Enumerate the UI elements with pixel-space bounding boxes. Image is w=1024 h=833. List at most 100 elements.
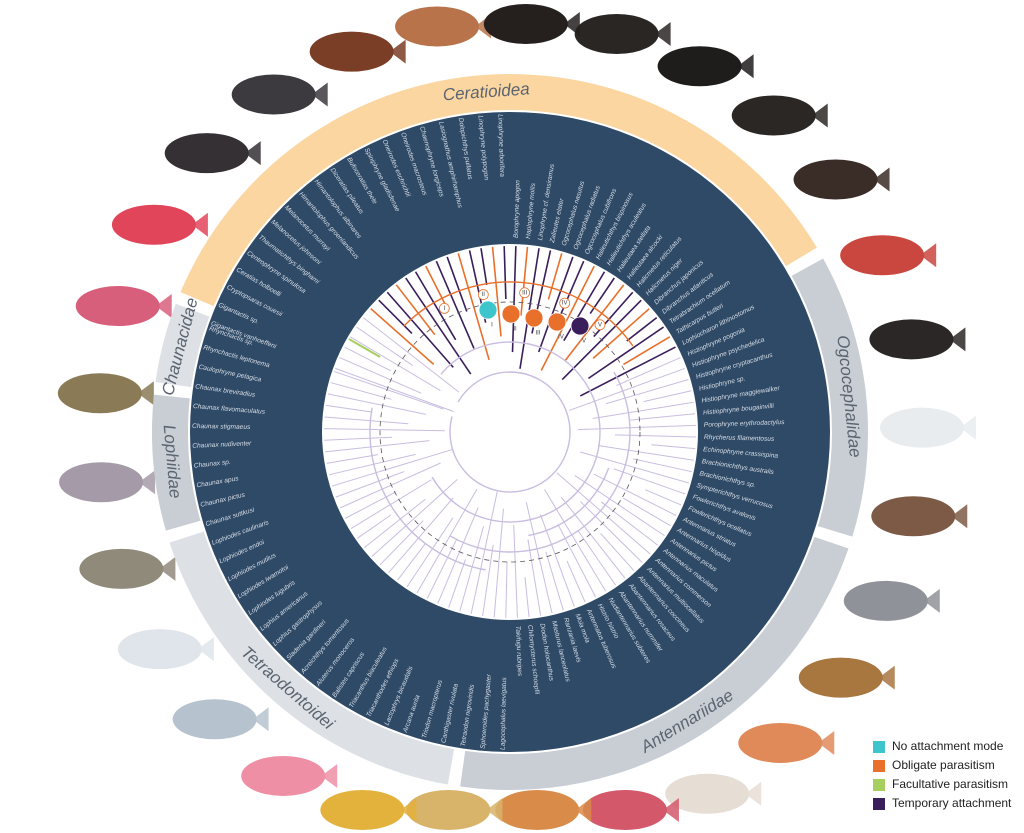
fish	[657, 46, 742, 87]
branch	[356, 326, 413, 366]
fish-tail	[244, 141, 261, 166]
branch	[324, 436, 393, 441]
fish-tail	[563, 12, 580, 36]
fish-tail	[159, 556, 176, 581]
legend: No attachment mode Obligate parasitism Fac…	[873, 739, 1012, 810]
species-label: Takifugu rubripes	[514, 626, 523, 677]
branch	[569, 367, 685, 411]
branch	[325, 440, 430, 453]
clade-band	[791, 258, 868, 537]
branch	[446, 256, 468, 312]
branch	[328, 453, 416, 476]
branch	[645, 489, 682, 506]
branch	[547, 253, 563, 300]
fish-tail	[311, 82, 328, 107]
pie-label: V	[582, 339, 586, 345]
branch	[339, 462, 441, 509]
branch	[560, 496, 626, 579]
clade-band	[155, 303, 210, 388]
pie	[478, 300, 498, 320]
fish	[731, 95, 816, 136]
branch	[331, 448, 453, 487]
node	[477, 289, 489, 300]
branch	[564, 284, 625, 362]
branch	[563, 271, 606, 342]
branch	[544, 489, 607, 592]
legend-swatch	[873, 798, 885, 810]
fish-tail	[400, 798, 417, 822]
branch	[605, 379, 689, 405]
branch	[632, 458, 692, 473]
fish	[798, 657, 883, 698]
fish-tail	[486, 798, 503, 822]
clade-band	[460, 536, 849, 790]
node-label: IV	[562, 301, 568, 307]
fish	[793, 159, 878, 200]
branch	[505, 561, 508, 618]
fish	[75, 286, 160, 327]
fish	[57, 373, 142, 414]
branch	[557, 524, 597, 598]
branch	[335, 367, 454, 412]
pie	[501, 304, 521, 324]
fish-tail	[811, 103, 828, 128]
branch	[519, 248, 540, 369]
legend-swatch	[873, 779, 885, 791]
branch	[597, 445, 694, 461]
branch	[379, 520, 424, 566]
branch-arc	[528, 467, 610, 537]
species-label: Chaunax sp.	[193, 459, 231, 470]
node	[559, 297, 571, 309]
fish	[111, 204, 196, 245]
fish-illustrations	[57, 4, 976, 830]
fish-tail	[575, 798, 592, 822]
branch	[348, 338, 381, 358]
fish	[738, 722, 823, 763]
legend-label: Facultative parasitism	[892, 777, 1008, 791]
branch	[416, 488, 478, 594]
fish-tail	[662, 798, 679, 822]
branch	[513, 524, 518, 618]
branch	[540, 265, 595, 371]
node	[519, 287, 531, 299]
branch	[324, 428, 446, 432]
fish	[840, 235, 925, 276]
branch	[357, 514, 392, 539]
fish-tail	[959, 415, 976, 440]
fish-tail	[321, 763, 338, 788]
branch	[349, 336, 441, 391]
branch	[527, 539, 542, 616]
branch	[397, 543, 426, 581]
branch	[577, 424, 696, 431]
branch	[525, 502, 553, 614]
branch	[325, 404, 373, 413]
fish-tail	[252, 707, 269, 732]
fish-tail	[191, 212, 208, 237]
legend-label: Temporary attachment	[892, 796, 1012, 810]
branch-arc	[403, 281, 634, 347]
fish	[59, 462, 144, 503]
branch	[350, 479, 432, 529]
branch	[370, 308, 435, 365]
branch	[616, 357, 681, 387]
node	[438, 302, 450, 314]
branch	[593, 473, 677, 516]
branch	[503, 246, 507, 300]
branch	[623, 336, 671, 366]
legend-label: Obligate parasitism	[892, 758, 995, 772]
branch	[600, 501, 658, 546]
fish-tail	[878, 665, 895, 690]
legend-label: No attachment mode	[892, 739, 1004, 753]
pie	[547, 312, 567, 332]
fish-tail	[137, 381, 154, 406]
branch	[326, 454, 379, 464]
fish	[320, 790, 405, 830]
pie	[570, 316, 590, 336]
branch	[437, 507, 479, 604]
species-label: Borophryne apogon	[513, 180, 522, 238]
fish-tail	[155, 294, 172, 319]
fish-tail	[949, 327, 966, 352]
fish-tail	[951, 504, 968, 529]
